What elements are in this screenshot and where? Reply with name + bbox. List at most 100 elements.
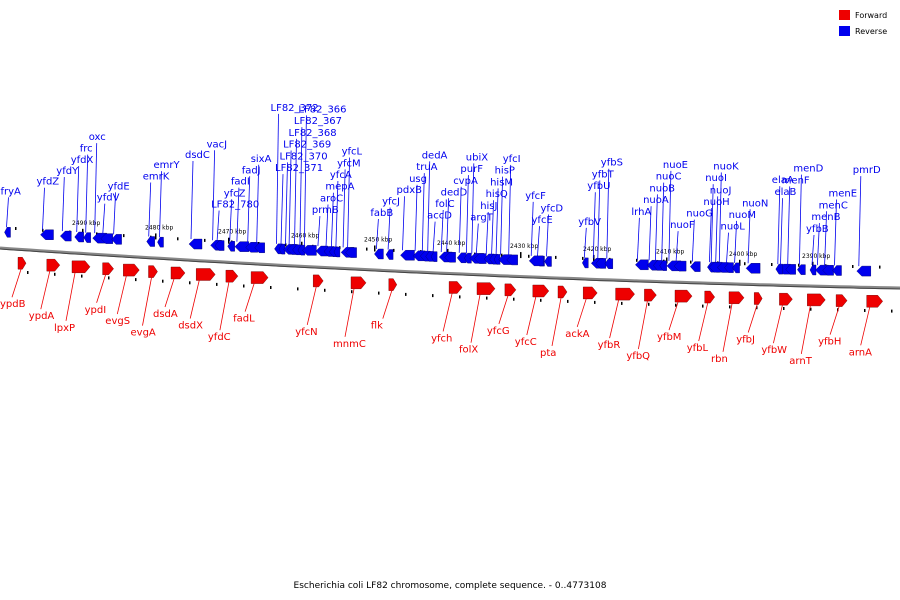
- minor-tick-upper: [42, 228, 44, 232]
- forward-gene-label: yfbJ: [736, 335, 755, 346]
- reverse-gene-label: emrK: [143, 172, 170, 183]
- forward-gene-label: yfcG: [487, 326, 510, 337]
- reverse-gene-leader: [148, 182, 152, 237]
- forward-gene-arrow: [123, 263, 140, 277]
- reverse-gene-label: LF82_371: [275, 163, 323, 174]
- reverse-gene-leader: [834, 199, 837, 266]
- forward-gene-leader: [470, 294, 481, 343]
- forward-gene-arrow: [754, 292, 763, 305]
- minor-tick-lower: [783, 307, 785, 310]
- legend-forward-swatch: [839, 10, 850, 20]
- major-tick: [374, 245, 376, 252]
- forward-gene-arrow: [476, 282, 496, 295]
- reverse-gene-arrow: [822, 265, 834, 276]
- forward-gene-leader: [800, 305, 811, 354]
- chromosome-backbone-group: [0, 246, 900, 290]
- minor-tick-lower: [729, 305, 731, 309]
- reverse-gene-label: LF82_366: [298, 104, 346, 115]
- reverse-gene-arrow: [83, 232, 91, 243]
- reverse-gene-leader: [530, 201, 534, 256]
- reverse-gene-label: menF: [782, 175, 810, 186]
- reverse-gene-label: nuoK: [713, 161, 739, 172]
- reverse-gene-leader: [592, 192, 596, 259]
- minor-tick-lower: [513, 297, 515, 301]
- reverse-gene-label: yfcD: [541, 203, 564, 214]
- forward-gene-label: yfcN: [295, 327, 317, 338]
- axis-tick-label: 2470 kbp: [218, 229, 246, 236]
- reverse-gene-arrow: [528, 255, 544, 267]
- reverse-gene-label: hisJ: [480, 201, 497, 212]
- major-tick: [593, 254, 595, 261]
- forward-gene-label: yfbR: [598, 340, 621, 351]
- reverse-gene-label: yfcZ: [224, 188, 246, 199]
- reverse-gene-leader: [691, 219, 695, 262]
- forward-gene-arrow: [615, 287, 635, 301]
- reverse-gene-leader: [440, 209, 444, 253]
- minor-tick-lower: [27, 271, 29, 274]
- minor-tick-lower: [189, 281, 191, 285]
- reverse-gene-arrow: [100, 233, 113, 244]
- reverse-gene-label: menD: [793, 164, 823, 175]
- reverse-gene-label: yfdX: [71, 155, 94, 166]
- forward-gene-label: ackA: [565, 329, 589, 340]
- forward-gene-arrow: [17, 257, 27, 270]
- forward-gene-label: yfdC: [208, 332, 231, 343]
- forward-gene-label: yfbL: [687, 343, 709, 354]
- forward-gene-label: yfbQ: [626, 351, 650, 362]
- reverse-gene-leader: [710, 184, 714, 263]
- minor-tick-lower: [891, 309, 893, 313]
- reverse-gene-arrow: [214, 240, 225, 251]
- minor-tick-upper: [123, 234, 125, 238]
- reverse-gene-label: nuoL: [721, 222, 746, 233]
- minor-tick-upper: [366, 247, 368, 251]
- reverse-gene-arrow: [278, 243, 286, 255]
- reverse-gene-arrow: [582, 257, 589, 269]
- forward-gene-leader: [773, 305, 783, 344]
- reverse-gene-label: yfcM: [337, 158, 361, 169]
- forward-gene-arrow: [835, 294, 848, 307]
- minor-tick-lower: [864, 309, 866, 312]
- minor-tick-lower: [675, 303, 677, 307]
- forward-gene-label: pta: [540, 348, 556, 359]
- reverse-gene-arrow: [493, 254, 501, 265]
- reverse-gene-leader: [387, 207, 391, 250]
- reverse-gene-arrow: [227, 241, 235, 252]
- minor-tick-upper: [393, 248, 395, 252]
- forward-gene-arrow: [807, 293, 826, 307]
- reverse-gene-label: yfbV: [578, 217, 601, 228]
- reverse-gene-label: argT: [470, 213, 493, 224]
- reverse-gene-leader: [606, 168, 610, 259]
- axis-tick-label: 2420 kbp: [583, 246, 611, 253]
- axis-tick-label: 2450 kbp: [364, 236, 392, 243]
- reverse-gene-leader: [190, 161, 194, 240]
- reverse-gene-arrow: [74, 231, 84, 243]
- reverse-gene-leader: [475, 223, 479, 254]
- reverse-gene-leader: [777, 186, 781, 265]
- reverse-gene-arrow: [659, 260, 667, 271]
- reverse-gene-leader: [376, 218, 379, 250]
- minor-tick-lower: [216, 282, 218, 286]
- reverse-gene-leader: [500, 176, 503, 255]
- major-tick: [228, 237, 230, 244]
- forward-gene-leader: [638, 301, 648, 350]
- minor-tick-lower: [567, 299, 569, 303]
- reverse-gene-leader: [787, 186, 791, 265]
- reverse-gene-leader: [432, 221, 436, 252]
- reverse-gene-arrow: [474, 253, 487, 264]
- reverse-gene-leader: [495, 188, 499, 255]
- reverse-gene-label: folC: [435, 199, 454, 210]
- reverse-gene-arrow: [254, 242, 265, 253]
- reverse-gene-leader: [280, 174, 284, 245]
- reverse-gene-label: mepA: [325, 182, 354, 193]
- reverse-gene-label: accD: [427, 211, 452, 222]
- reverse-gene-leader: [709, 208, 712, 263]
- major-tick: [301, 241, 303, 248]
- reverse-gene-arrow: [302, 245, 317, 256]
- forward-gene-arrow: [71, 260, 91, 274]
- reverse-gene-leader: [113, 192, 116, 235]
- forward-gene-arrow: [46, 258, 61, 272]
- minor-tick-lower: [378, 291, 380, 295]
